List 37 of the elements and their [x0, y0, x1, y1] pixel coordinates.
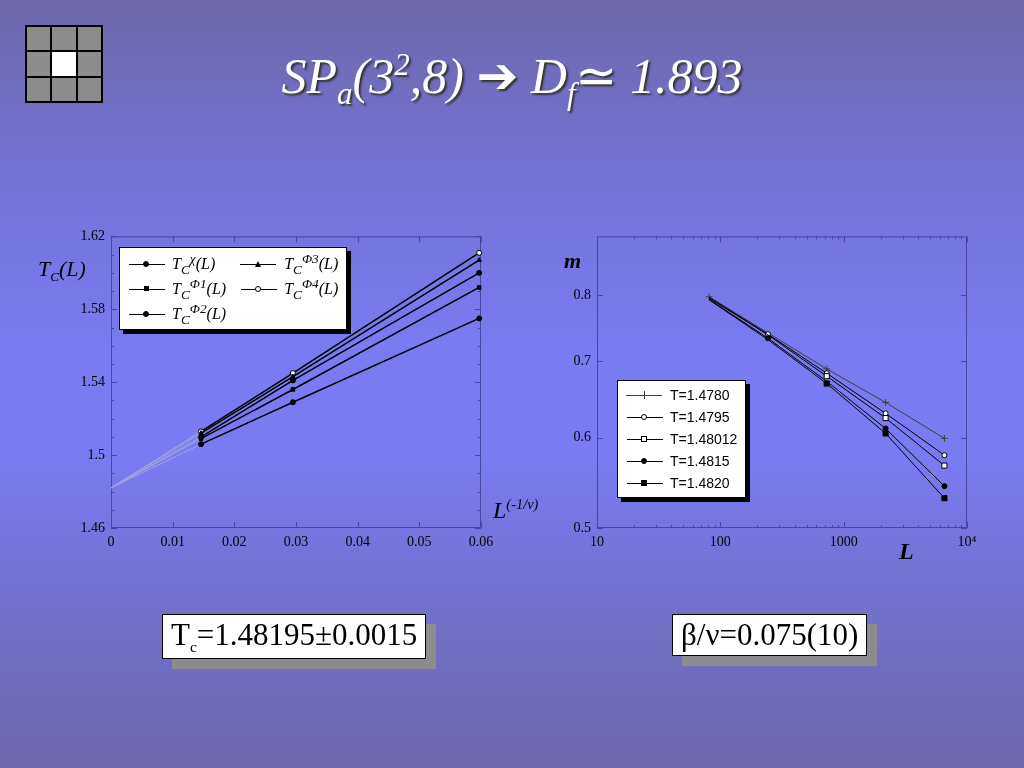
y-tick-label: 1.54 — [80, 373, 105, 389]
y-tick-label: 0.5 — [573, 519, 591, 535]
legend-label: T$_{C}$$^{Φ2}$(L) — [172, 300, 227, 328]
legend-label: T=1.4815 — [670, 453, 730, 469]
x-tick-label: 0.06 — [468, 534, 494, 550]
legend-label: T$_{C}$$^{χ}$(L) — [172, 250, 216, 278]
y-axis-title: T$_{C}$(L) — [38, 256, 86, 286]
x-tick-label: 100 — [709, 534, 731, 550]
y-axis-title: m — [564, 248, 582, 275]
chart-title: SP$_{a}$(3$^{2}$,8) ➔ D$_{f}$≃ 1.893 — [280, 46, 744, 113]
x-tick-label: 0.04 — [345, 534, 370, 550]
y-tick-label: 1.5 — [87, 446, 105, 462]
x-tick-label: 0 — [107, 534, 115, 550]
x-tick-label: 0.02 — [222, 534, 247, 550]
legend-label: T$_{C}$$^{Φ4}$(L) — [284, 275, 339, 303]
y-tick-label: 0.8 — [573, 286, 591, 302]
legend-label: T=1.4795 — [670, 409, 730, 425]
x-tick-label: 0.01 — [160, 534, 185, 550]
x-axis-title: L — [899, 538, 914, 565]
y-tick-label: 1.62 — [80, 228, 105, 244]
legend-label: T$_{C}$$^{Φ3}$(L) — [284, 250, 339, 278]
legend-label: T=1.4820 — [670, 475, 730, 491]
x-tick-label: 10 — [590, 534, 604, 550]
x-tick-label: 0.05 — [407, 534, 432, 550]
x-tick-label: 10⁴ — [957, 534, 977, 550]
text: β/ν=0.075(10) — [672, 614, 868, 656]
legend-label: T=1.4780 — [670, 387, 730, 403]
legend-label: T$_{C}$$^{Φ1}$(L) — [172, 275, 227, 303]
x-axis-title: L$^{(-1/ν)}$ — [493, 496, 539, 524]
x-tick-label: 1000 — [829, 534, 858, 550]
legend-label: T=1.48012 — [670, 431, 738, 447]
y-tick-label: 1.58 — [80, 300, 105, 316]
y-tick-label: 1.46 — [80, 519, 105, 535]
y-tick-label: 0.6 — [573, 429, 591, 445]
text: T$_{c}$=1.48195±0.0015 — [162, 614, 427, 660]
y-tick-label: 0.7 — [573, 352, 591, 368]
x-tick-label: 0.03 — [283, 534, 309, 550]
